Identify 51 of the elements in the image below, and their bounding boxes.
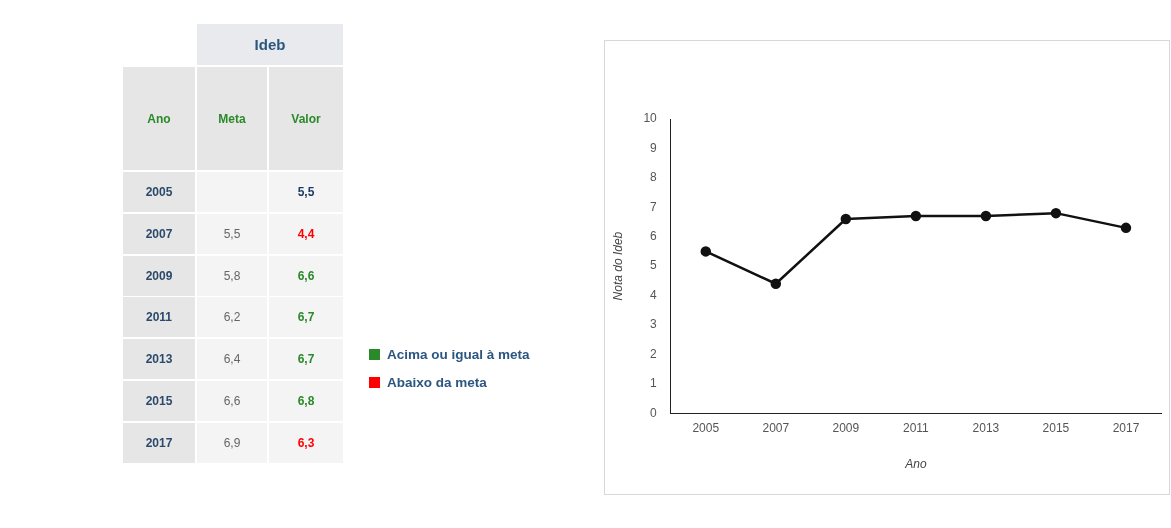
data-label: 6,7 — [269, 297, 343, 338]
y-tick-label: 2007 — [123, 213, 195, 254]
y-tick-label: 8 — [650, 170, 658, 185]
data-label: 6,7 — [269, 339, 343, 380]
x-tick-label: 2013 — [972, 420, 1000, 435]
data-label: 5,5 — [197, 213, 267, 254]
y-axis-title: Nota do Ideb — [610, 231, 625, 301]
y-tick-label: 5 — [650, 258, 658, 273]
data-label: 6,9 — [197, 422, 267, 463]
y-tick-label: 2005 — [123, 172, 195, 212]
data-label: 6,3 — [269, 422, 343, 463]
y-tick-label: 2013 — [123, 339, 195, 380]
y-tick-label: 2 — [650, 346, 658, 361]
y-tick-label: 0 — [650, 405, 658, 420]
data-label: 4,4 — [269, 213, 343, 254]
point — [700, 246, 712, 257]
x-tick-label: Valor — [269, 67, 343, 170]
x-tick-label: 2017 — [1112, 420, 1140, 435]
data-label: 6,6 — [269, 255, 343, 296]
y-tick-label: 7 — [650, 199, 658, 214]
point — [1120, 222, 1132, 234]
x-tick-label: 2009 — [832, 420, 860, 435]
y-tick-label: 4 — [650, 287, 658, 302]
data-label: 6,8 — [269, 381, 343, 421]
data-label: 5,5 — [269, 172, 343, 212]
y-tick-label: 2011 — [123, 297, 195, 338]
x-tick-label: 2015 — [1042, 420, 1070, 435]
data-label: 6,6 — [197, 381, 267, 421]
y-axis-title: Ano — [123, 67, 195, 170]
data-label: 6,2 — [197, 297, 267, 338]
chart-title: Ideb — [197, 24, 343, 65]
x-tick-label: 2007 — [762, 420, 790, 435]
x-axis-title: Ano — [904, 457, 927, 472]
x-tick-label: Meta — [197, 67, 267, 170]
point — [1050, 207, 1062, 219]
y-tick-label: 9 — [650, 140, 658, 155]
data-label: 6,4 — [197, 339, 267, 380]
text: Acima ou igual à meta — [387, 347, 530, 362]
y-tick-label: 3 — [650, 317, 658, 332]
x-tick-label: 2005 — [692, 420, 720, 435]
point — [770, 278, 782, 289]
y-tick-label: 10 — [643, 111, 658, 126]
y-tick-label: 2009 — [123, 255, 195, 296]
y-tick-label: 6 — [650, 228, 658, 243]
x-tick-label: 2011 — [902, 420, 930, 435]
data-label: 5,8 — [197, 255, 267, 296]
point — [840, 213, 852, 225]
point — [910, 210, 922, 222]
point — [980, 210, 992, 222]
text: Abaixo da meta — [387, 375, 487, 390]
y-tick-label: 1 — [650, 376, 658, 391]
